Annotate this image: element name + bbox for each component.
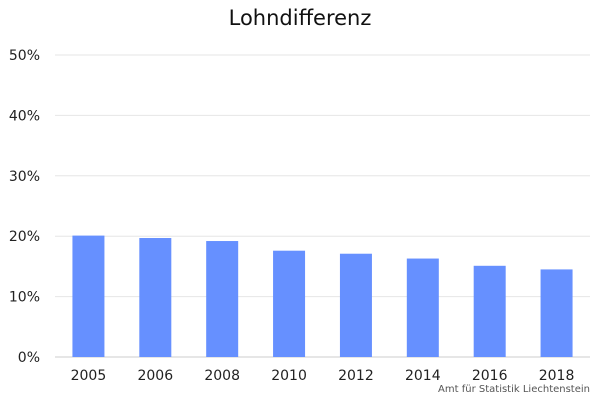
source-credit: Amt für Statistik Liechtenstein <box>438 384 590 395</box>
gridlines <box>55 54 590 358</box>
x-tick-label: 2010 <box>271 368 307 384</box>
bar-2006 <box>139 238 172 357</box>
bar-2005 <box>72 235 105 357</box>
y-tick-label: 0% <box>18 350 40 366</box>
y-tick-label: 50% <box>9 48 40 64</box>
y-axis-ticks: 0% 10% 20% 30% 40% 50% <box>9 48 40 366</box>
x-tick-label: 2006 <box>137 368 173 384</box>
chart-title: Lohndifferenz <box>228 6 372 30</box>
x-tick-label: 2005 <box>71 368 107 384</box>
y-tick-label: 20% <box>9 229 40 245</box>
x-tick-label: 2018 <box>539 368 575 384</box>
y-tick-label: 40% <box>9 108 40 124</box>
bar-2018 <box>540 269 573 357</box>
bar-2010 <box>273 250 306 357</box>
y-tick-label: 30% <box>9 169 40 185</box>
x-tick-label: 2012 <box>338 368 374 384</box>
bar-2016 <box>473 265 506 357</box>
bars <box>72 235 573 357</box>
bar-2012 <box>339 253 372 357</box>
y-tick-label: 10% <box>9 290 40 306</box>
bar-2008 <box>206 241 239 357</box>
x-tick-label: 2008 <box>204 368 240 384</box>
bar-2014 <box>406 258 439 357</box>
x-tick-label: 2016 <box>472 368 508 384</box>
x-tick-label: 2014 <box>405 368 441 384</box>
x-axis-ticks: 2005 2006 2008 2010 2012 2014 2016 2018 <box>71 368 575 384</box>
